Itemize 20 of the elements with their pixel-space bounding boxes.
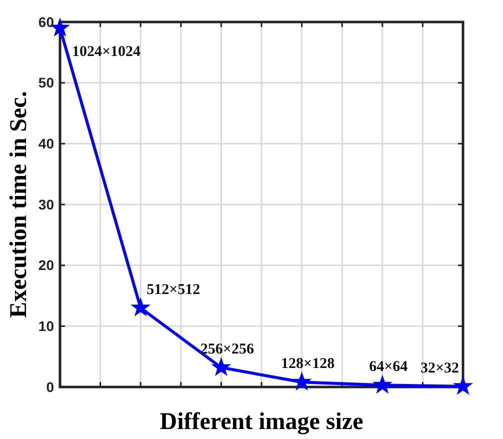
y-tick-label: 60 [38, 14, 54, 30]
y-tick-label: 20 [38, 257, 54, 274]
point [292, 372, 311, 390]
y-tick-label: 50 [38, 74, 54, 91]
point [373, 376, 392, 393]
y-tick-label: 30 [38, 196, 54, 212]
y-tick-label: 40 [38, 136, 54, 152]
y-axis-title: Execution time in Sec. [6, 91, 32, 318]
y-tick-label: 10 [38, 318, 54, 334]
annotation: 256×256 [200, 342, 254, 358]
y-tick-label: 0 [46, 378, 54, 395]
point [132, 298, 150, 316]
x-axis-title: Different image size [160, 409, 364, 435]
annotation: 512×512 [146, 282, 200, 298]
annotation: 64×64 [369, 359, 408, 376]
point [454, 376, 472, 394]
annotation: 128×128 [281, 356, 335, 372]
annotation: 32×32 [420, 360, 459, 376]
point [212, 358, 230, 376]
annotation: 1024×1024 [72, 44, 142, 60]
